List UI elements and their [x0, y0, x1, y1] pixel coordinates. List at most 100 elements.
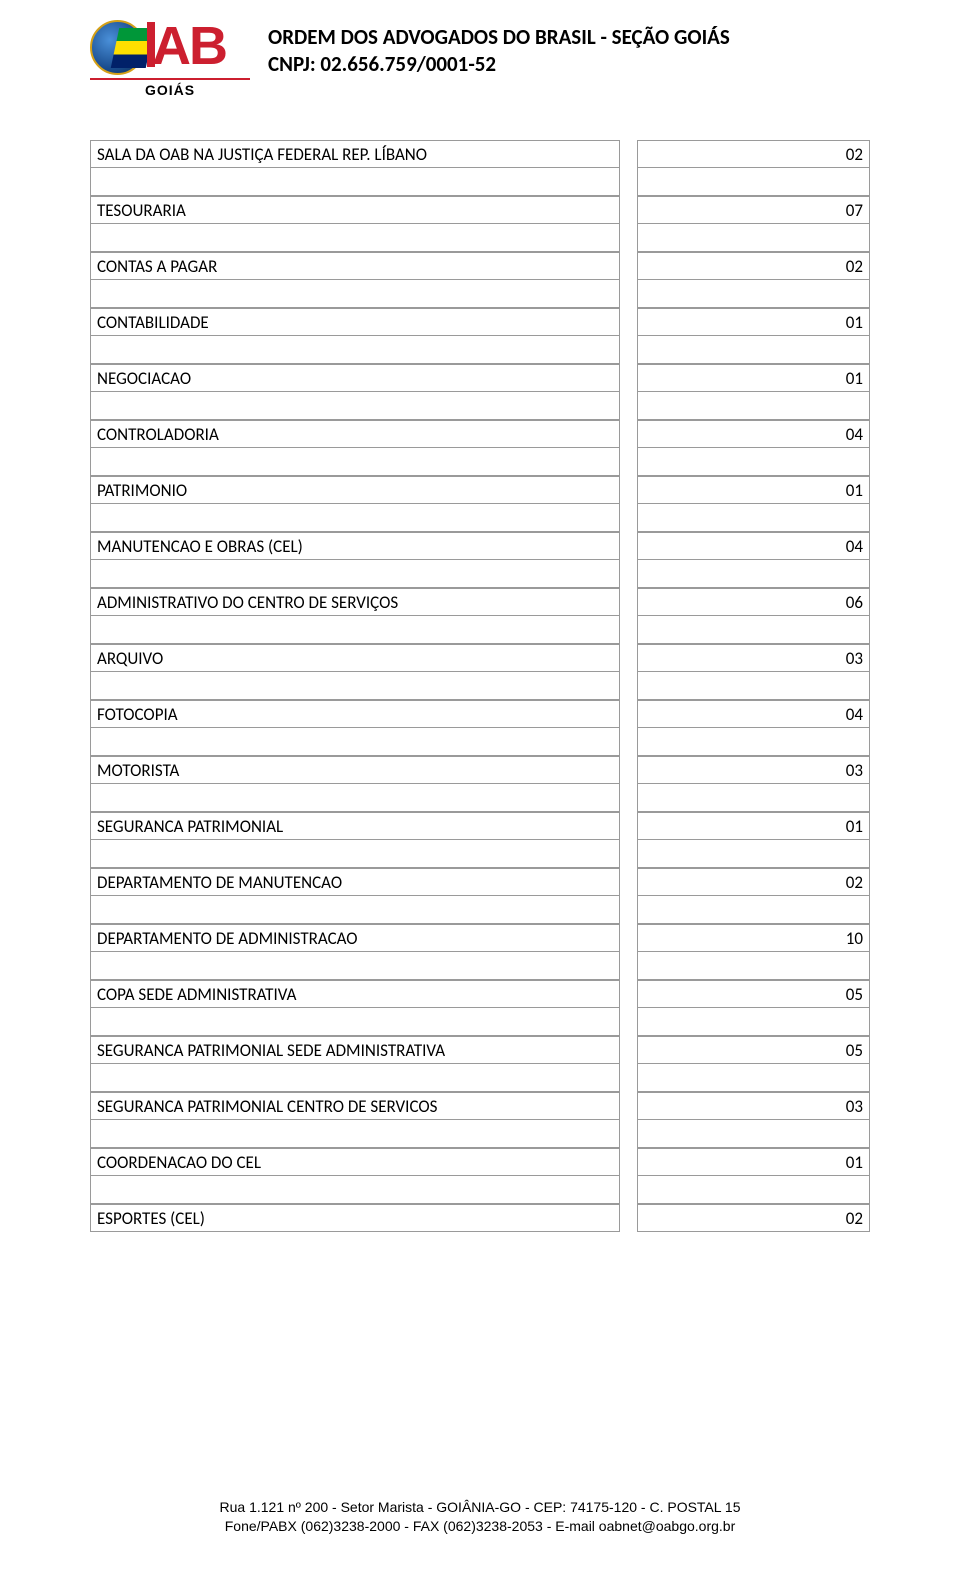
- table-row-gap: [90, 224, 870, 252]
- org-title: ORDEM DOS ADVOGADOS DO BRASIL - SEÇÃO GO…: [268, 24, 730, 51]
- table-row: DEPARTAMENTO DE ADMINISTRACAO 10: [90, 924, 870, 952]
- document-page: AB GOIÁS ORDEM DOS ADVOGADOS DO BRASIL -…: [0, 0, 960, 1232]
- table-row-gap: [90, 840, 870, 868]
- dept-value: 02: [638, 140, 870, 168]
- table-row-gap: [90, 392, 870, 420]
- cell-spacer: [620, 700, 638, 728]
- footer-address: Rua 1.121 nº 200 - Setor Marista - GOIÂN…: [0, 1498, 960, 1518]
- table-row: MOTORISTA03: [90, 756, 870, 784]
- table-row-gap: [90, 1064, 870, 1092]
- logo-text: AB: [152, 15, 226, 77]
- dept-label: DEPARTAMENTO DE ADMINISTRACAO: [90, 924, 620, 952]
- table-row: SEGURANCA PATRIMONIAL CENTRO DE SERVICOS…: [90, 1092, 870, 1120]
- dept-label: COORDENACAO DO CEL: [90, 1148, 620, 1176]
- table-row-gap: [90, 896, 870, 924]
- table-row: ESPORTES (CEL) 02: [90, 1204, 870, 1232]
- table-row-gap: [90, 784, 870, 812]
- table-row: SALA DA OAB NA JUSTIÇA FEDERAL REP. LÍBA…: [90, 140, 870, 168]
- dept-value: 04: [638, 532, 870, 560]
- table-row-gap: [90, 336, 870, 364]
- oab-logo: AB GOIÁS: [90, 20, 250, 105]
- dept-label: SEGURANCA PATRIMONIAL: [90, 812, 620, 840]
- cell-spacer: [620, 1092, 638, 1120]
- dept-value: 03: [638, 644, 870, 672]
- dept-value: 01: [638, 812, 870, 840]
- dept-label: ESPORTES (CEL): [90, 1204, 620, 1232]
- dept-value: 05: [638, 980, 870, 1008]
- table-row-gap: [90, 672, 870, 700]
- dept-label: COPA SEDE ADMINISTRATIVA: [90, 980, 620, 1008]
- dept-label: PATRIMONIO: [90, 476, 620, 504]
- footer-contact: Fone/PABX (062)3238-2000 - FAX (062)3238…: [0, 1517, 960, 1537]
- table-row-gap: [90, 448, 870, 476]
- document-footer: Rua 1.121 nº 200 - Setor Marista - GOIÂN…: [0, 1498, 960, 1537]
- cell-spacer: [620, 588, 638, 616]
- table-row-gap: [90, 616, 870, 644]
- dept-label: SALA DA OAB NA JUSTIÇA FEDERAL REP. LÍBA…: [90, 140, 620, 168]
- dept-label: ARQUIVO: [90, 644, 620, 672]
- dept-value: 10: [638, 924, 870, 952]
- dept-label: NEGOCIACAO: [90, 364, 620, 392]
- cell-spacer: [620, 1036, 638, 1064]
- cell-spacer: [620, 476, 638, 504]
- table-row: FOTOCOPIA 04: [90, 700, 870, 728]
- table-row: NEGOCIACAO 01: [90, 364, 870, 392]
- table-row: CONTROLADORIA 04: [90, 420, 870, 448]
- dept-value: 01: [638, 308, 870, 336]
- dept-value: 01: [638, 1148, 870, 1176]
- table-row: CONTABILIDADE01: [90, 308, 870, 336]
- dept-value: 01: [638, 364, 870, 392]
- cell-spacer: [620, 756, 638, 784]
- cell-spacer: [620, 140, 638, 168]
- table-row-gap: [90, 504, 870, 532]
- table-row: SEGURANCA PATRIMONIAL SEDE ADMINISTRATIV…: [90, 1036, 870, 1064]
- header-text-block: ORDEM DOS ADVOGADOS DO BRASIL - SEÇÃO GO…: [268, 20, 730, 79]
- dept-label: DEPARTAMENTO DE MANUTENCAO: [90, 868, 620, 896]
- table-row-gap: [90, 1008, 870, 1036]
- table-row: CONTAS A PAGAR02: [90, 252, 870, 280]
- cell-spacer: [620, 1204, 638, 1232]
- dept-value: 02: [638, 252, 870, 280]
- cell-spacer: [620, 364, 638, 392]
- table-row: ADMINISTRATIVO DO CENTRO DE SERVIÇOS 06: [90, 588, 870, 616]
- dept-value: 05: [638, 1036, 870, 1064]
- dept-label: TESOURARIA: [90, 196, 620, 224]
- table-row-gap: [90, 952, 870, 980]
- table-row-gap: [90, 728, 870, 756]
- dept-value: 03: [638, 1092, 870, 1120]
- table-row-gap: [90, 560, 870, 588]
- dept-value: 07: [638, 196, 870, 224]
- dept-value: 04: [638, 420, 870, 448]
- cell-spacer: [620, 308, 638, 336]
- dept-label: SEGURANCA PATRIMONIAL SEDE ADMINISTRATIV…: [90, 1036, 620, 1064]
- cell-spacer: [620, 532, 638, 560]
- cell-spacer: [620, 980, 638, 1008]
- dept-value: 01: [638, 476, 870, 504]
- org-cnpj: CNPJ: 02.656.759/0001-52: [268, 51, 730, 78]
- logo-subtitle: GOIÁS: [90, 82, 250, 98]
- dept-label: ADMINISTRATIVO DO CENTRO DE SERVIÇOS: [90, 588, 620, 616]
- table-row: COPA SEDE ADMINISTRATIVA 05: [90, 980, 870, 1008]
- cell-spacer: [620, 812, 638, 840]
- dept-value: 03: [638, 756, 870, 784]
- dept-label: MANUTENCAO E OBRAS (CEL): [90, 532, 620, 560]
- table-row: ARQUIVO 03: [90, 644, 870, 672]
- dept-value: 06: [638, 588, 870, 616]
- dept-label: SEGURANCA PATRIMONIAL CENTRO DE SERVICOS: [90, 1092, 620, 1120]
- dept-label: FOTOCOPIA: [90, 700, 620, 728]
- table-row-gap: [90, 1176, 870, 1204]
- table-row: DEPARTAMENTO DE MANUTENCAO 02: [90, 868, 870, 896]
- cell-spacer: [620, 196, 638, 224]
- table-row-gap: [90, 168, 870, 196]
- cell-spacer: [620, 420, 638, 448]
- dept-label: CONTROLADORIA: [90, 420, 620, 448]
- table-row: TESOURARIA 07: [90, 196, 870, 224]
- dept-value: 02: [638, 1204, 870, 1232]
- cell-spacer: [620, 644, 638, 672]
- cell-spacer: [620, 868, 638, 896]
- table-row-gap: [90, 280, 870, 308]
- table-row: SEGURANCA PATRIMONIAL 01: [90, 812, 870, 840]
- dept-value: 04: [638, 700, 870, 728]
- departments-table: SALA DA OAB NA JUSTIÇA FEDERAL REP. LÍBA…: [90, 140, 870, 1232]
- dept-value: 02: [638, 868, 870, 896]
